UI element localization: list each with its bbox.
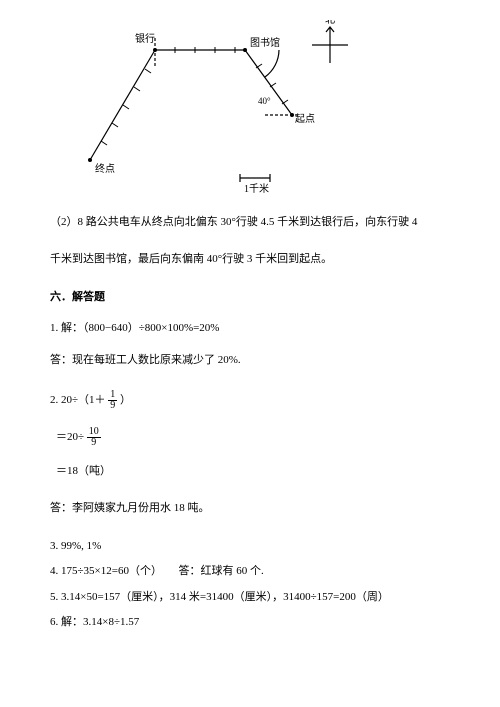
a2-mid: ＝20÷ 109 bbox=[56, 427, 450, 448]
a2-res: ＝18（吨） bbox=[56, 464, 450, 479]
a1-ans: 答：现在每班工人数比原来减少了 20%. bbox=[50, 353, 450, 368]
library-label: 图书馆 bbox=[250, 36, 280, 49]
terminus-label: 终点 bbox=[95, 162, 115, 175]
a3: 3. 99%, 1% bbox=[50, 539, 450, 554]
a1-calc: 1. 解：（800−640）÷800×100%=20% bbox=[50, 321, 450, 336]
a4: 4. 175÷35×12=60（个） 答：红球有 60 个. bbox=[50, 564, 450, 579]
a5: 5. 3.14×50=157（厘米），314 米=31400（厘米），31400… bbox=[50, 590, 450, 605]
start-label: 起点 bbox=[295, 113, 315, 125]
a6: 6. 解：3.14×8÷1.57 bbox=[50, 615, 450, 630]
scale-label: 1千米 bbox=[244, 182, 269, 195]
section6-title: 六．解答题 bbox=[50, 290, 450, 305]
bank-label: 银行 bbox=[135, 32, 155, 45]
q2-prefix: （2） bbox=[50, 216, 78, 228]
q2-line1: 8 路公共电车从终点向北偏东 30°行驶 4.5 千米到达银行后，向东行驶 4 bbox=[78, 216, 418, 228]
a2-ans: 答：李阿姨家九月份用水 18 吨。 bbox=[50, 501, 450, 516]
angle-label: 40° bbox=[258, 96, 271, 106]
q2-line2: 千米到达图书馆，最后向东偏南 40°行驶 3 千米回到起点。 bbox=[50, 252, 450, 267]
north-label: 北 bbox=[325, 20, 335, 26]
a2-expr: 2. 20÷（1＋ 19 ） bbox=[50, 390, 450, 411]
route-diagram: 终点 银行 图书馆 起点 40° 北 1千米 bbox=[70, 20, 370, 200]
